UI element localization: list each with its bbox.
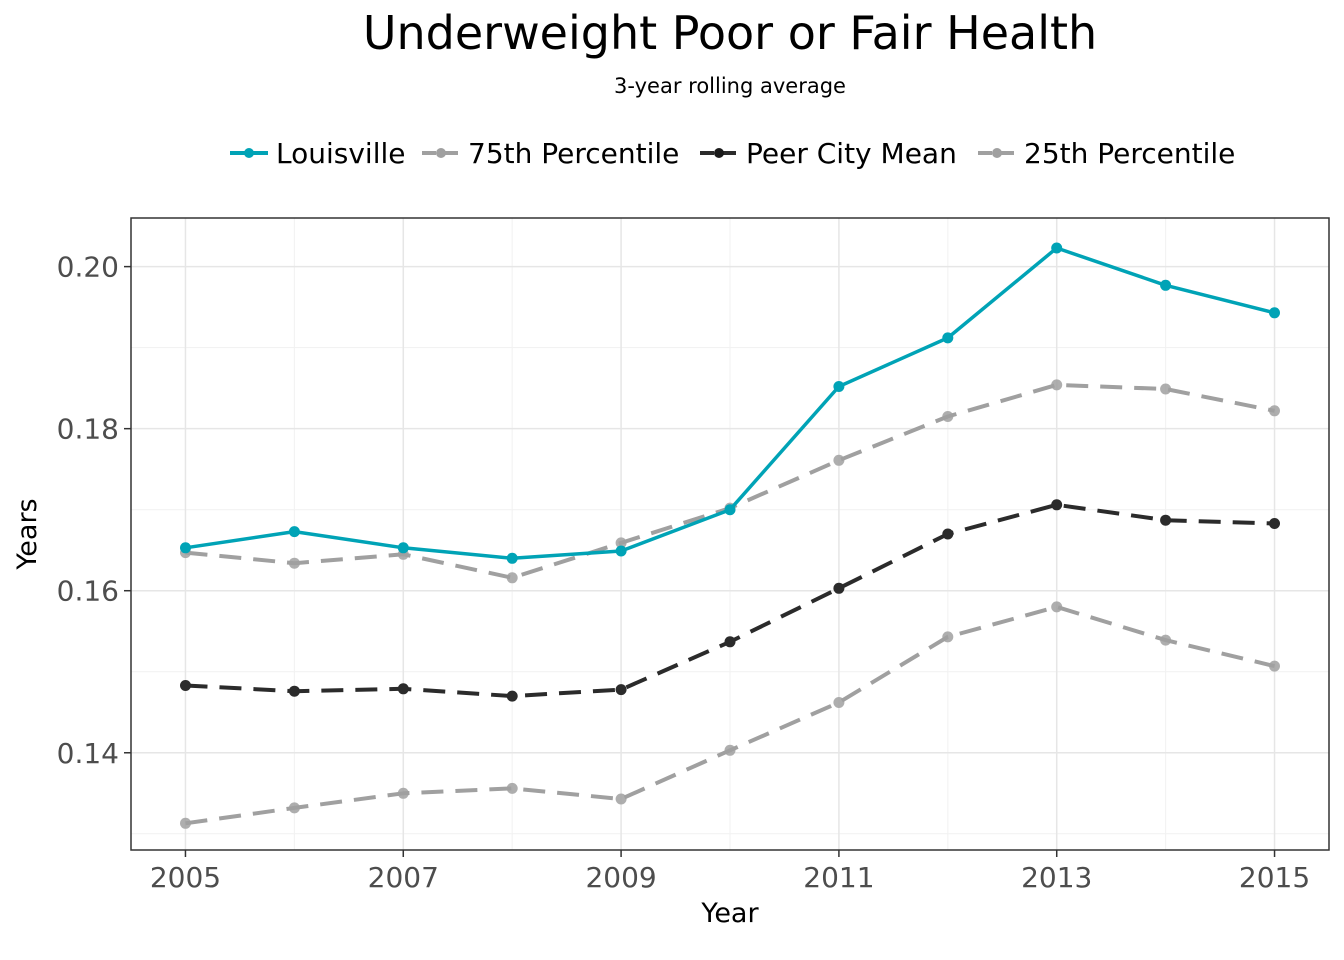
data-point-25th-percentile (506, 782, 518, 794)
data-point-25th-percentile (1269, 660, 1280, 672)
data-point-louisville (288, 526, 300, 538)
data-point-louisville (942, 332, 954, 344)
data-point-25th-percentile (833, 697, 845, 708)
data-point-louisville (724, 504, 736, 516)
legend-key-25th-percentile (978, 148, 1016, 158)
data-point-louisville (833, 381, 845, 392)
data-point-louisville (506, 552, 518, 564)
data-point-75th-percentile (1160, 383, 1172, 395)
data-point-peer-city-mean (397, 683, 409, 695)
y-axis-title: Years (12, 498, 43, 570)
y-tick-label: 0.18 (57, 413, 119, 446)
data-point-75th-percentile (615, 537, 627, 549)
data-point-louisville (1051, 242, 1063, 254)
data-point-25th-percentile (724, 744, 736, 756)
series-layer (180, 242, 1280, 829)
x-tick-label: 2005 (150, 861, 221, 894)
y-tick-label: 0.16 (57, 575, 119, 608)
x-tick-label: 2013 (1021, 861, 1092, 894)
grid (131, 218, 1329, 850)
legend-key-75th-percentile (422, 148, 460, 158)
data-point-peer-city-mean (180, 680, 191, 691)
x-tick-label: 2011 (803, 861, 874, 894)
legend-label-peer-city-mean: Peer City Mean (746, 136, 957, 170)
plot-panel-border (130, 217, 1330, 851)
y-tick-label: 0.14 (57, 737, 119, 770)
data-point-75th-percentile (506, 572, 518, 584)
legend-item-75th-percentile: 75th Percentile (418, 128, 679, 178)
data-point-peer-city-mean (833, 582, 845, 594)
data-point-peer-city-mean (1051, 499, 1063, 511)
data-point-louisville (397, 542, 409, 554)
data-point-peer-city-mean (724, 636, 736, 648)
chart-subtitle: 3-year rolling average (614, 74, 846, 98)
data-point-25th-percentile (397, 787, 409, 799)
data-point-25th-percentile (1160, 634, 1172, 646)
x-axis-title: Year (700, 898, 759, 929)
data-point-25th-percentile (180, 817, 191, 829)
data-point-louisville (1160, 279, 1172, 291)
data-point-peer-city-mean (506, 690, 518, 702)
data-point-75th-percentile (1051, 379, 1063, 391)
data-point-peer-city-mean (942, 528, 954, 540)
data-point-peer-city-mean (615, 684, 627, 696)
legend-key-peer-city-mean (700, 148, 738, 158)
data-point-25th-percentile (1051, 601, 1063, 613)
legend-label-louisville: Louisville (276, 136, 406, 170)
legend: Louisville 75th Percentile Peer City Mea… (226, 128, 1326, 178)
data-point-75th-percentile (942, 411, 954, 422)
data-point-25th-percentile (288, 802, 300, 814)
legend-key-louisville (230, 148, 268, 158)
data-point-peer-city-mean (288, 685, 300, 697)
legend-item-louisville: Louisville (226, 128, 406, 178)
data-point-louisville (180, 542, 191, 554)
data-point-louisville (615, 545, 627, 557)
x-tick-label: 2009 (585, 861, 656, 894)
data-point-75th-percentile (1269, 405, 1280, 417)
data-point-25th-percentile (942, 631, 954, 643)
axes: 2005 2007 2009 2011 2013 2015 0.14 0.16 0.18 0.20 (57, 251, 1311, 894)
data-point-peer-city-mean (1269, 518, 1280, 529)
legend-label-75th-percentile: 75th Percentile (468, 136, 680, 170)
legend-label-25th-percentile: 25th Percentile (1024, 136, 1236, 170)
data-point-75th-percentile (833, 454, 845, 466)
legend-item-peer-city-mean: Peer City Mean (696, 128, 957, 178)
chart-title: Underweight Poor or Fair Health (362, 6, 1098, 60)
data-point-25th-percentile (615, 793, 627, 805)
y-tick-label: 0.20 (57, 251, 119, 284)
data-point-peer-city-mean (1160, 514, 1172, 526)
legend-item-25th-percentile: 25th Percentile (974, 128, 1235, 178)
data-point-louisville (1269, 307, 1280, 319)
x-tick-label: 2007 (368, 861, 439, 894)
data-point-75th-percentile (288, 557, 300, 569)
x-tick-label: 2015 (1239, 861, 1310, 894)
